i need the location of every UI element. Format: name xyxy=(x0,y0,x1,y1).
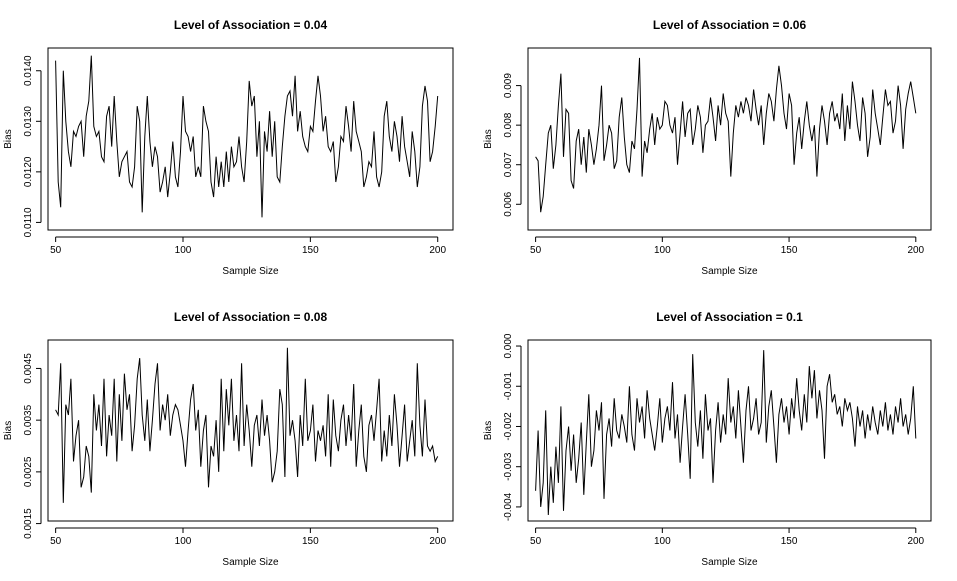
x-tick-label: 200 xyxy=(907,245,924,256)
y-tick-label: 0.0045 xyxy=(23,353,34,384)
x-tick-label: 50 xyxy=(50,245,62,256)
y-tick-label: -0.002 xyxy=(503,412,514,441)
chart-title: Level of Association = 0.04 xyxy=(174,18,328,32)
y-tick-label: 0.008 xyxy=(503,112,514,137)
chart-title: Level of Association = 0.06 xyxy=(653,18,807,32)
y-tick-label: 0.0120 xyxy=(23,156,34,187)
x-tick-label: 150 xyxy=(302,536,319,547)
series-line xyxy=(55,55,439,218)
chart-panel-3: Level of Association = 0.08 50 100 150 200 0.… xyxy=(3,310,454,568)
series-line xyxy=(535,57,917,213)
y-tick-label: 0.000 xyxy=(503,333,514,358)
y-axis-label: Bias xyxy=(483,129,494,148)
y-tick-label: -0.003 xyxy=(503,452,514,481)
x-axis-label: Sample Size xyxy=(701,266,758,277)
y-tick-label: -0.004 xyxy=(503,492,514,521)
chart-panel-1: Level of Association = 0.04 50 100 150 200 0.… xyxy=(3,18,454,277)
series-line xyxy=(535,350,917,516)
x-tick-label: 150 xyxy=(302,245,319,256)
plot-frame xyxy=(47,47,454,231)
plot-frame xyxy=(527,47,932,231)
x-tick-label: 100 xyxy=(654,245,671,256)
x-tick-label: 50 xyxy=(530,536,542,547)
chart-title: Level of Association = 0.1 xyxy=(656,310,803,324)
x-tick-label: 100 xyxy=(175,245,192,256)
x-axis-label: Sample Size xyxy=(701,557,758,568)
y-axis-label: Bias xyxy=(483,421,494,440)
x-tick-label: 50 xyxy=(530,245,542,256)
x-tick-label: 50 xyxy=(50,536,62,547)
y-tick-label: 0.007 xyxy=(503,152,514,177)
y-tick-label: 0.0140 xyxy=(23,55,34,86)
y-tick-label: 0.0110 xyxy=(23,207,34,237)
plot-frame xyxy=(47,339,454,522)
x-tick-label: 100 xyxy=(175,536,192,547)
y-tick-label: 0.006 xyxy=(503,191,514,216)
y-tick-label: 0.0130 xyxy=(23,106,34,137)
chart-panel-2: Level of Association = 0.06 50 100 150 200 0.… xyxy=(483,18,932,277)
y-axis-label: Bias xyxy=(3,421,14,440)
y-tick-label: 0.0025 xyxy=(23,456,34,487)
x-tick-label: 200 xyxy=(429,536,446,547)
y-tick-label: 0.009 xyxy=(503,73,514,98)
y-tick-label: 0.0015 xyxy=(23,508,34,539)
x-tick-label: 200 xyxy=(429,245,446,256)
x-tick-label: 200 xyxy=(907,536,924,547)
x-tick-label: 150 xyxy=(781,536,798,547)
series-line xyxy=(55,347,439,503)
x-tick-label: 100 xyxy=(654,536,671,547)
y-tick-label: -0.001 xyxy=(503,372,514,401)
x-axis-label: Sample Size xyxy=(222,266,279,277)
x-axis-label: Sample Size xyxy=(222,557,279,568)
chart-panel-4: Level of Association = 0.1 50 100 150 200 -0.… xyxy=(483,310,932,568)
x-tick-label: 150 xyxy=(781,245,798,256)
chart-title: Level of Association = 0.08 xyxy=(174,310,328,324)
plot-frame xyxy=(527,339,932,522)
y-axis-label: Bias xyxy=(3,129,14,148)
y-tick-label: 0.0035 xyxy=(23,404,34,435)
